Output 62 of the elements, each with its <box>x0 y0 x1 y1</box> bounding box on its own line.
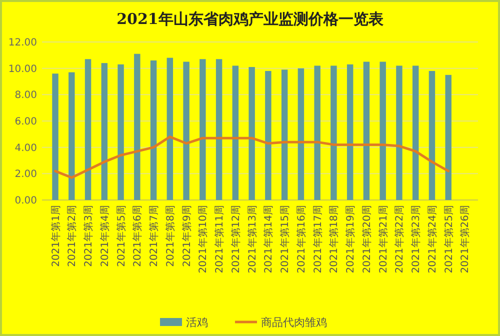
x-tick-label: 2021年第19周 <box>344 205 357 274</box>
bar <box>445 74 452 200</box>
bar <box>150 60 157 200</box>
x-tick-label: 2021年第4周 <box>98 205 111 267</box>
bar <box>330 66 337 200</box>
y-tick-label: 4.00 <box>14 142 37 154</box>
x-tick-label: 2021年第20周 <box>360 205 373 274</box>
bar <box>101 63 108 200</box>
x-tick-label: 2021年第1周 <box>50 205 62 267</box>
x-tick-label: 2021年第7周 <box>148 205 160 267</box>
y-tick-label: 12.00 <box>8 38 37 48</box>
bar <box>134 54 140 200</box>
bar <box>118 64 124 200</box>
x-tick-label: 2021年第5周 <box>115 205 128 267</box>
bar <box>232 66 239 200</box>
bar <box>396 66 402 200</box>
bar <box>84 59 92 200</box>
x-tick-label: 2021年第16周 <box>295 205 308 274</box>
x-tick-label: 2021年第15周 <box>279 205 292 274</box>
x-tick-label: 2021年第10周 <box>197 205 210 274</box>
bar <box>183 62 190 200</box>
x-tick-label: 2021年第6周 <box>132 205 144 267</box>
bar <box>412 66 419 200</box>
bar <box>52 74 58 200</box>
x-tick-label: 2021年第18周 <box>328 205 340 274</box>
bar <box>216 59 222 200</box>
y-tick-label: 8.00 <box>14 90 37 102</box>
y-tick-label: 6.00 <box>14 116 37 128</box>
x-tick-label: 2021年第26周 <box>459 205 472 274</box>
legend-label: 活鸡 <box>186 316 208 329</box>
x-tick-label: 2021年第21周 <box>377 205 390 274</box>
bar <box>380 62 386 200</box>
x-tick-label: 2021年第24周 <box>426 205 438 274</box>
legend-label: 商品代肉雏鸡 <box>261 316 327 329</box>
x-tick-label: 2021年第17周 <box>312 205 324 274</box>
bar <box>248 67 255 200</box>
x-tick-label: 2021年第3周 <box>82 205 95 267</box>
line-series <box>54 136 450 179</box>
x-tick-label: 2021年第9周 <box>180 205 193 267</box>
bar <box>298 68 304 200</box>
bar <box>363 62 370 200</box>
bar <box>428 70 436 200</box>
x-tick-label: 2021年第2周 <box>66 205 78 267</box>
x-tick-label: 2021年第25周 <box>442 205 455 274</box>
bar <box>265 70 272 200</box>
x-tick-label: 2021年第23周 <box>410 205 422 274</box>
bar <box>281 70 288 200</box>
x-tick-label: 2021年第13周 <box>246 205 258 274</box>
x-tick-label: 2021年第8周 <box>164 205 176 267</box>
x-tick-label: 2021年第12周 <box>230 205 242 274</box>
y-tick-label: 2.00 <box>14 169 37 180</box>
bar <box>346 64 354 200</box>
y-tick-label: 0.00 <box>14 196 37 206</box>
chart-title: 2021年山东省肉鸡产业监测价格一览表 <box>116 10 384 28</box>
x-tick-label: 2021年第22周 <box>394 205 406 274</box>
bar <box>200 59 206 200</box>
bar <box>166 58 174 200</box>
y-tick-label: 10.00 <box>8 64 37 75</box>
bar <box>314 66 320 200</box>
x-tick-label: 2021年第11周 <box>214 205 226 274</box>
x-tick-label: 2021年第14周 <box>262 205 275 274</box>
bar <box>68 72 75 200</box>
